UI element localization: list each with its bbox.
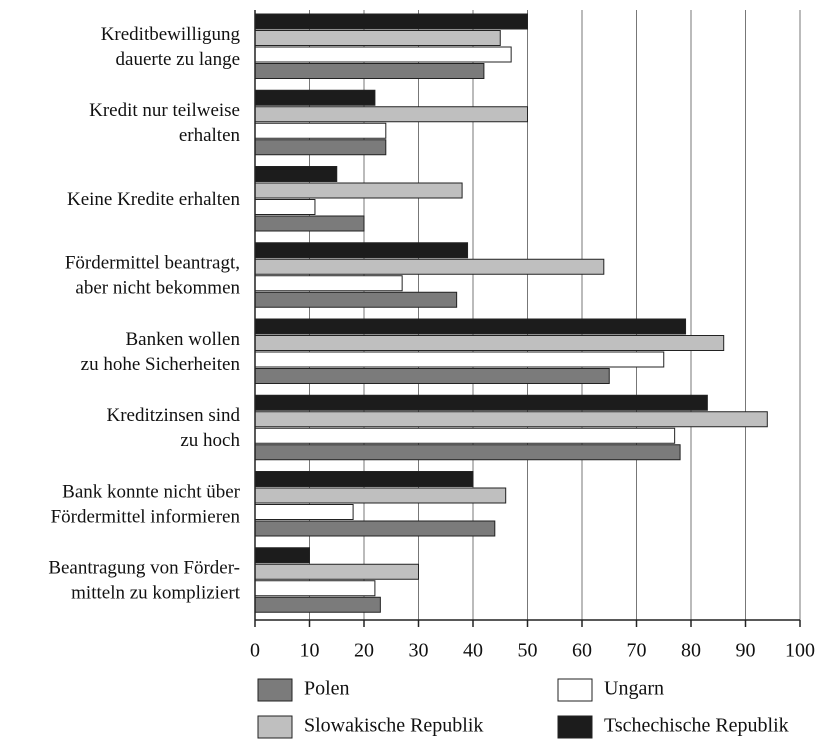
category-label: erhalten xyxy=(179,125,241,146)
legend-label: Ungarn xyxy=(604,678,664,700)
category-label: zu hoch xyxy=(180,430,240,451)
bar xyxy=(254,46,512,63)
x-tick-label: 0 xyxy=(250,640,260,662)
bar xyxy=(254,199,316,215)
legend-swatch xyxy=(557,678,593,702)
bar xyxy=(254,335,725,351)
bar xyxy=(254,444,681,461)
bar xyxy=(254,182,463,199)
bar xyxy=(254,291,458,308)
bar xyxy=(254,504,354,520)
x-tick-label: 20 xyxy=(354,640,374,662)
x-tick-label: 90 xyxy=(736,640,756,662)
bar xyxy=(254,547,310,564)
bar xyxy=(254,139,387,156)
bar xyxy=(254,13,528,30)
bar xyxy=(254,411,768,428)
bar xyxy=(254,394,708,411)
bar xyxy=(254,215,365,232)
x-tick-label: 70 xyxy=(627,640,647,662)
category-label: Kredit nur teilweise xyxy=(89,100,240,121)
bar xyxy=(254,520,496,537)
category-label: Beantragung von Förder- xyxy=(48,558,240,579)
category-label: Banken wollen xyxy=(125,329,240,350)
x-tick-label: 10 xyxy=(300,640,320,662)
category-label: Kreditzinsen sind xyxy=(106,405,240,426)
category-label: Fördermittel informieren xyxy=(51,506,241,527)
x-tick-label: 100 xyxy=(785,640,815,662)
bar xyxy=(254,318,687,335)
bar xyxy=(254,580,376,597)
category-label: zu hohe Sicherheiten xyxy=(81,354,241,375)
category-label: Bank konnte nicht über xyxy=(62,481,240,502)
legend-swatch xyxy=(257,678,293,702)
legend-label: Polen xyxy=(304,678,350,700)
bar xyxy=(254,596,381,613)
category-label: Keine Kredite erhalten xyxy=(67,189,241,210)
bar xyxy=(254,166,338,182)
bar xyxy=(254,242,469,259)
x-tick-label: 80 xyxy=(681,640,701,662)
bar xyxy=(254,563,419,580)
x-tick-label: 60 xyxy=(572,640,592,662)
x-tick-label: 40 xyxy=(463,640,483,662)
bar xyxy=(254,63,485,79)
legend-label: Slowakische Republik xyxy=(304,715,483,737)
bar xyxy=(254,368,610,384)
bar xyxy=(254,30,501,46)
x-tick-label: 50 xyxy=(518,640,538,662)
bar xyxy=(254,106,528,123)
bar xyxy=(254,471,474,487)
category-label: Kreditbewilligung xyxy=(101,24,241,45)
bar xyxy=(254,258,605,275)
bar xyxy=(254,275,403,292)
category-label: aber nicht bekommen xyxy=(75,278,240,299)
category-label: dauerte zu lange xyxy=(116,49,240,70)
bar xyxy=(254,487,507,504)
category-label: mitteln zu kompliziert xyxy=(71,583,241,604)
bar xyxy=(254,89,376,106)
bar xyxy=(254,427,676,444)
category-label: Fördermittel beantragt, xyxy=(65,253,240,274)
legend-swatch xyxy=(557,715,593,739)
bar xyxy=(254,122,387,139)
legend-swatch xyxy=(257,715,293,739)
legend-label: Tschechische Republik xyxy=(604,715,789,737)
x-tick-label: 30 xyxy=(409,640,429,662)
bar xyxy=(254,351,665,368)
